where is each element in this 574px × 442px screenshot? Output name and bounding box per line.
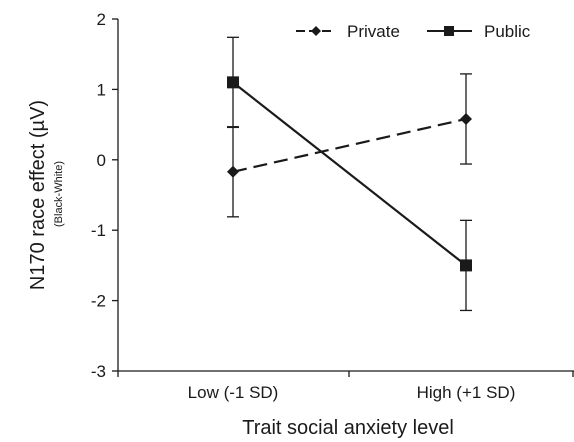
legend-item-public: Public	[427, 22, 531, 41]
data-point	[227, 165, 239, 178]
y-tick-label: -2	[91, 292, 106, 311]
legend-public-marker	[444, 26, 454, 36]
legend-item-private: Private	[296, 22, 400, 41]
data-point	[460, 259, 472, 272]
y-axis: -3 -2 -1 0 1 2	[91, 10, 119, 381]
x-tick-label: Low (-1 SD)	[188, 383, 279, 402]
legend-private-marker	[311, 26, 321, 36]
y-tick-label: -1	[91, 221, 106, 240]
y-tick-label: 0	[97, 151, 106, 170]
x-axis-title: Trait social anxiety level	[242, 417, 454, 439]
legend-private-label: Private	[347, 22, 400, 41]
y-axis-title: N170 race effect (µV)	[27, 100, 49, 290]
y-tick-label: -3	[91, 362, 106, 381]
data-point	[460, 112, 472, 125]
x-tick-label: High (+1 SD)	[417, 383, 516, 402]
data-point	[227, 76, 239, 89]
series-public	[227, 36, 472, 312]
legend-public-label: Public	[484, 22, 531, 41]
series-line	[232, 117, 467, 173]
series-line	[232, 81, 467, 267]
x-axis: Low (-1 SD) High (+1 SD)	[117, 370, 574, 402]
series-private	[227, 73, 472, 218]
x-ticks: Low (-1 SD) High (+1 SD)	[117, 371, 574, 402]
legend: Private Public	[296, 22, 531, 41]
y-axis-subtitle: (Black-White)	[53, 161, 65, 227]
y-tick-label: 2	[97, 10, 106, 29]
y-ticks: -3 -2 -1 0 1 2	[91, 10, 118, 381]
series-layer	[227, 36, 472, 312]
y-tick-label: 1	[97, 80, 106, 99]
